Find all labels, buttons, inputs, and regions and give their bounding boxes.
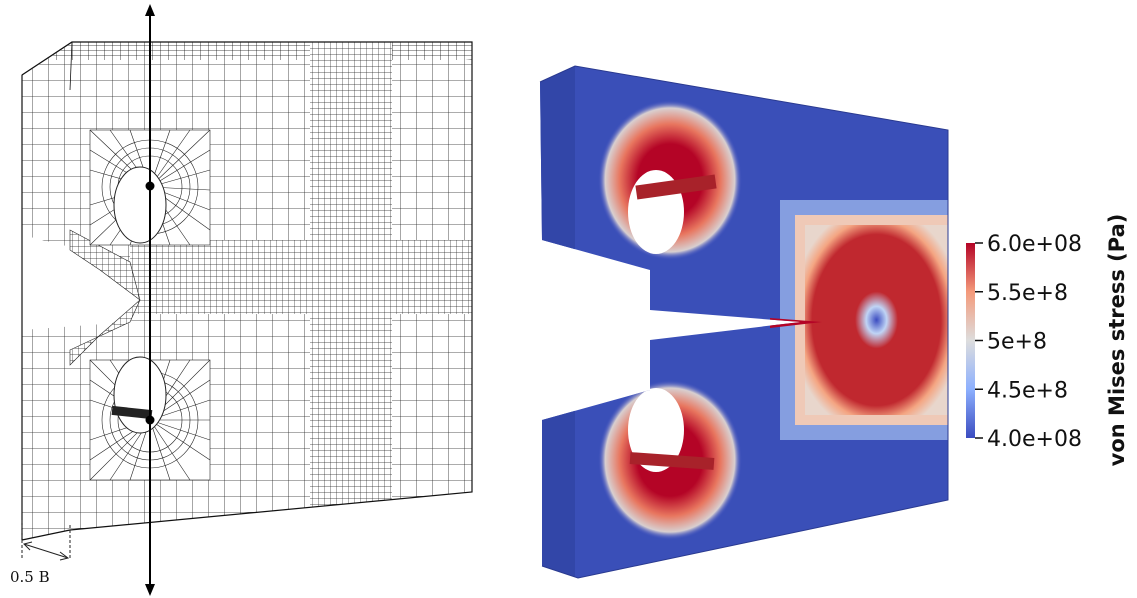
colorbar: 6.0e+08 5.5e+8 5e+8 4.5e+8 4.0e+08 von Mises… [966, 214, 1129, 467]
arrow-up-icon [145, 4, 155, 16]
arrow-down-icon [145, 584, 155, 596]
ligament-stress-zone [805, 225, 948, 415]
upper-pin-hole [113, 166, 167, 244]
notch-edge-upper [69, 229, 141, 301]
lower-load-point [145, 415, 155, 425]
colorbar-ticks: 6.0e+08 5.5e+8 5e+8 4.5e+8 4.0e+08 [975, 232, 1082, 452]
colorbar-tick-label: 5e+8 [987, 330, 1047, 355]
upper-pin-contact [635, 174, 717, 200]
lower-pin-contact-stress [629, 452, 715, 470]
colorbar-tick-label: 4.0e+08 [987, 427, 1082, 452]
lower-pin-hole-stress [628, 388, 684, 472]
colorbar-tick-label: 5.5e+8 [987, 281, 1068, 306]
upper-load-point [145, 181, 155, 191]
crack-tip-stress [770, 318, 822, 328]
colorbar-gradient [966, 243, 975, 438]
mesh-refined-horizontal-band [130, 240, 472, 314]
stress-model [530, 65, 949, 579]
load-axis [145, 4, 155, 596]
colorbar-title: von Mises stress (Pa) [1105, 214, 1129, 467]
colorbar-tick-label: 6.0e+08 [987, 232, 1082, 257]
thickness-dimension [21, 520, 71, 561]
notch-edge-lower [69, 299, 141, 366]
thickness-label: 0.5 B [10, 568, 50, 586]
lower-pin-contact [111, 405, 153, 420]
mesh-model: 0.5 B [10, 4, 473, 596]
stress-outline [539, 65, 949, 579]
stress-notch [530, 245, 800, 418]
colorbar-tick-label: 4.5e+8 [987, 378, 1068, 403]
mesh-outline [21, 41, 473, 541]
lower-pin-hole [113, 356, 167, 434]
